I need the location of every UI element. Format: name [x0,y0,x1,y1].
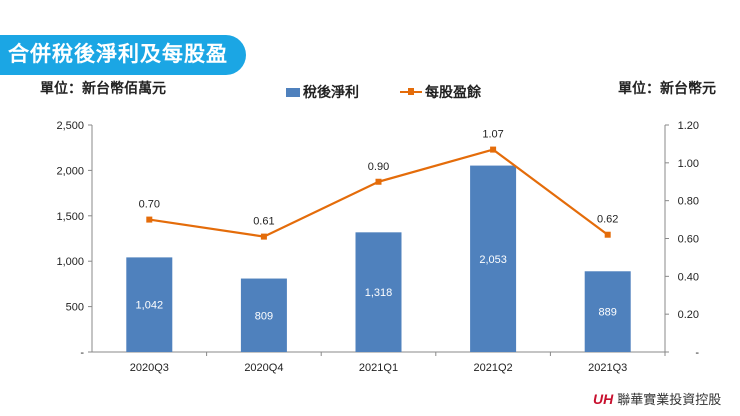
legend-bar-swatch [286,87,300,97]
eps-label: 0.61 [253,216,274,228]
legend-line-swatch [400,88,422,95]
right-tick-label: 1.20 [678,120,699,132]
bar-label: 889 [599,307,617,319]
right-tick-label: 0.20 [678,309,699,321]
left-tick-label: 1,000 [56,256,84,268]
eps-point [375,178,382,185]
bar-label: 809 [255,310,273,322]
legend-item-bar: 稅後淨利 [286,82,359,102]
eps-label: 0.70 [139,199,160,211]
left-unit-label: 單位：新台幣佰萬元 [40,80,166,96]
x-tick-label: 2020Q3 [130,362,169,374]
right-unit-label: 單位：新台幣元 [618,80,716,96]
x-tick-label: 2021Q2 [474,362,513,374]
right-tick-label: - [695,347,699,359]
bar-label: 1,318 [365,287,393,299]
left-tick-label: 2,500 [56,120,84,132]
eps-point [260,233,267,240]
left-tick-label: - [80,347,84,359]
x-tick-label: 2020Q4 [244,362,283,374]
legend-bar-label: 稅後淨利 [303,84,359,100]
bar [240,278,287,352]
right-tick-label: 0.60 [678,234,699,246]
eps-point [146,216,153,223]
x-tick-label: 2021Q3 [588,362,627,374]
legend-item-line: 每股盈餘 [400,82,481,102]
right-tick-label: 0.80 [678,196,699,208]
bar-label: 2,053 [479,254,507,266]
legend-line-label: 每股盈餘 [425,84,481,100]
right-tick-label: 1.00 [678,158,699,170]
left-tick-label: 500 [66,302,84,314]
eps-point [490,146,497,153]
bar-label: 1,042 [136,300,164,312]
eps-point [604,231,611,238]
x-tick-label: 2021Q1 [359,362,398,374]
right-tick-label: 0.40 [678,271,699,283]
eps-label: 0.90 [368,161,389,173]
eps-label: 0.62 [597,214,618,226]
logo-mark: UH [593,390,614,407]
left-tick-label: 2,000 [56,165,84,177]
left-tick-label: 1,500 [56,211,84,223]
company-logo: UH 聯華實業投資控股 [593,389,721,408]
bar [355,232,402,352]
eps-label: 1.07 [482,129,503,141]
page-title: 合併稅後淨利及每股盈餘 [0,35,246,106]
logo-text: 聯華實業投資控股 [617,392,722,407]
bar [470,165,517,352]
bar [126,257,173,352]
bar [584,271,631,352]
